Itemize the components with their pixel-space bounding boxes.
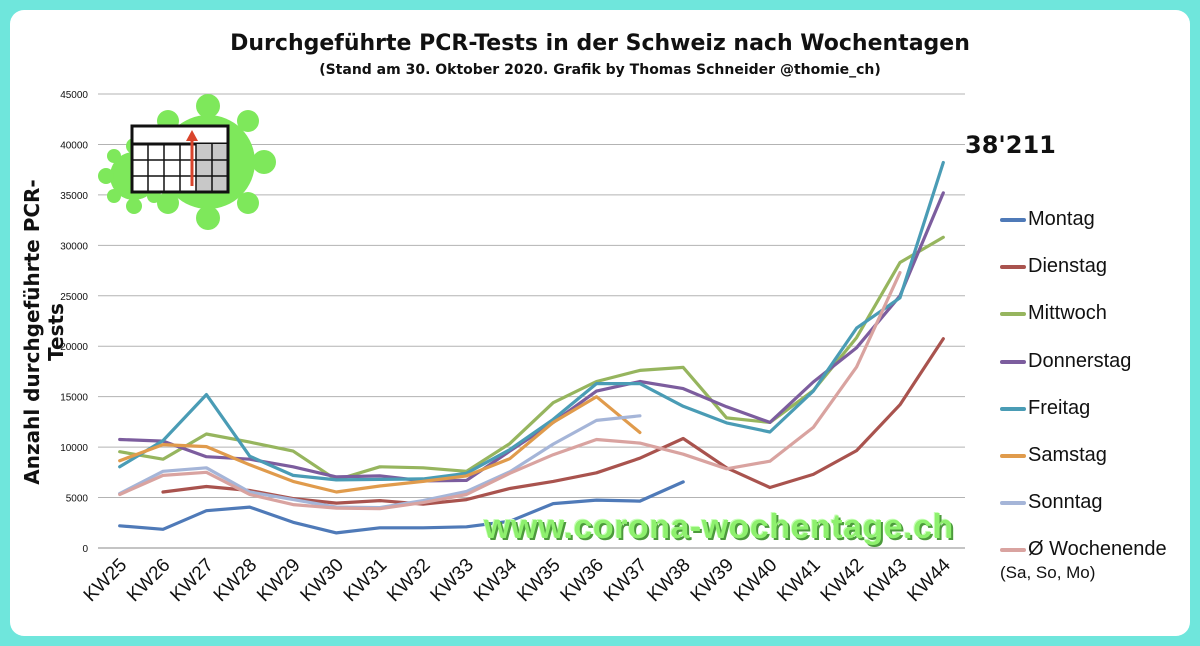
legend-label: Ø Wochenende xyxy=(1028,538,1167,561)
x-tick-label: KW31 xyxy=(340,555,391,606)
legend-item: Dienstag xyxy=(1000,253,1190,300)
y-tick-label: 10000 xyxy=(60,443,88,454)
legend-swatch xyxy=(1000,453,1026,458)
series-line-mittwoch xyxy=(118,235,945,482)
legend-item: Ø Wochenende (Sa, So, Mo) xyxy=(1000,536,1190,583)
legend-item: Freitag xyxy=(1000,395,1190,442)
x-tick-label: KW30 xyxy=(297,555,348,606)
x-tick-label: KW29 xyxy=(253,555,304,606)
series-line-sonntag xyxy=(118,414,642,510)
x-tick-label: KW28 xyxy=(210,555,261,606)
x-tick-label: KW38 xyxy=(643,555,694,606)
legend-label: Sonntag xyxy=(1028,491,1103,514)
series-line-montag xyxy=(118,480,685,535)
y-tick-label: 25000 xyxy=(60,292,88,303)
legend: Montag Dienstag Mittwoch Donnerstag Freitag S… xyxy=(1000,206,1190,584)
y-tick-label: 15000 xyxy=(60,393,88,404)
legend-swatch xyxy=(1000,265,1026,270)
series-line--wochenende xyxy=(118,271,902,511)
x-tick-label: KW43 xyxy=(860,555,911,606)
legend-label: Mittwoch xyxy=(1028,302,1107,325)
x-tick-label: KW25 xyxy=(80,555,131,606)
x-tick-label: KW27 xyxy=(166,555,217,606)
legend-swatch xyxy=(1000,312,1026,317)
legend-swatch xyxy=(1000,359,1026,364)
legend-swatch xyxy=(1000,501,1026,506)
peak-annotation: 38'211 xyxy=(965,131,1056,159)
x-tick-label: KW32 xyxy=(383,555,434,606)
y-tick-label: 35000 xyxy=(60,191,88,202)
chart-subtitle: (Stand am 30. Oktober 2020. Grafik by Th… xyxy=(319,62,881,78)
legend-label: Freitag xyxy=(1028,396,1091,419)
legend-swatch xyxy=(1000,218,1026,222)
legend-swatch xyxy=(1000,548,1026,553)
virus-calendar-icon xyxy=(98,94,276,230)
legend-swatch xyxy=(1000,406,1026,411)
legend-label: Dienstag xyxy=(1028,255,1107,278)
x-tick-label: KW44 xyxy=(903,554,955,606)
legend-label: Samstag xyxy=(1028,443,1107,466)
y-tick-label: 20000 xyxy=(60,342,88,353)
y-tick-label: 5000 xyxy=(66,494,89,505)
x-tick-label: KW41 xyxy=(773,555,824,606)
y-tick-label: 0 xyxy=(82,544,88,555)
x-tick-label: KW26 xyxy=(123,555,174,606)
x-tick-label: KW40 xyxy=(730,555,781,606)
legend-label: Donnerstag xyxy=(1028,349,1132,372)
y-tick-label: 30000 xyxy=(60,241,88,252)
x-tick-label: KW42 xyxy=(817,555,868,606)
legend-item: Montag xyxy=(1000,206,1190,253)
legend-item: Donnerstag xyxy=(1000,348,1190,395)
watermark-url: www.corona-wochentage.ch xyxy=(484,508,954,546)
x-tick-label: KW39 xyxy=(687,555,738,606)
series-lines xyxy=(118,160,945,535)
series-line-freitag xyxy=(118,160,945,482)
legend-label-line2: (Sa, So, Mo) xyxy=(1000,563,1096,583)
x-tick-label: KW34 xyxy=(470,554,522,606)
legend-label: Montag xyxy=(1028,208,1095,230)
x-tick-label: KW33 xyxy=(427,555,478,606)
y-tick-label: 40000 xyxy=(60,140,88,151)
x-tick-label: KW36 xyxy=(557,555,608,606)
chart-title: Durchgeführte PCR-Tests in der Schweiz n… xyxy=(230,31,970,56)
legend-item: Samstag xyxy=(1000,442,1190,489)
legend-item: Mittwoch xyxy=(1000,300,1190,347)
y-tick-labels: 0 5000 10000 15000 20000 25000 30000 35000 40000… xyxy=(60,90,88,555)
x-tick-label: KW35 xyxy=(513,555,564,606)
series-line-donnerstag xyxy=(118,191,945,483)
series-line-samstag xyxy=(118,395,642,494)
x-tick-label: KW37 xyxy=(600,555,651,606)
x-tick-labels: KW25KW26KW27KW28KW29KW30KW31KW32KW33KW34… xyxy=(80,554,955,606)
y-tick-label: 45000 xyxy=(60,90,88,101)
legend-item: Sonntag xyxy=(1000,489,1190,536)
